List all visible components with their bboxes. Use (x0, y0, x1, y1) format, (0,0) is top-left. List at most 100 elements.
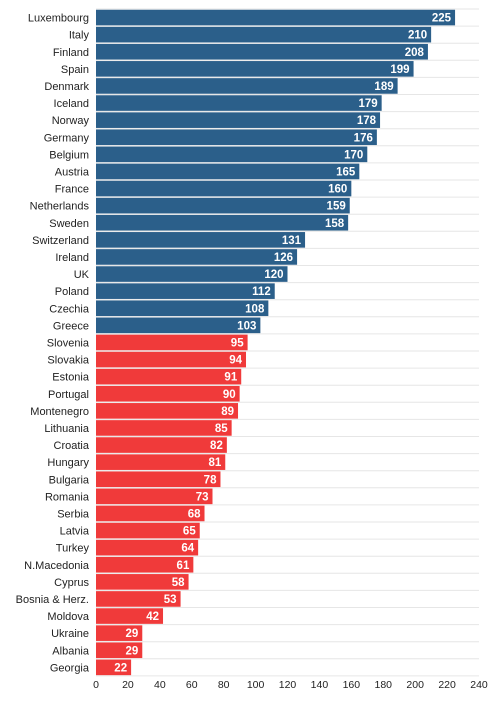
category-label: Sweden (49, 218, 89, 230)
bar-france (96, 180, 352, 197)
value-label: 108 (245, 303, 265, 315)
category-label: Switzerland (32, 235, 89, 247)
x-tick-label: 100 (247, 679, 265, 691)
value-label: 42 (146, 611, 159, 623)
bar-czechia (96, 300, 269, 317)
value-label: 120 (264, 269, 283, 281)
value-label: 85 (215, 423, 228, 435)
bar-finland (96, 43, 428, 60)
value-label: 165 (336, 166, 356, 178)
category-label: Czechia (49, 303, 90, 315)
value-label: 29 (125, 628, 138, 640)
bar-turkey (96, 539, 199, 556)
bar-moldova (96, 608, 164, 624)
value-label: 64 (181, 543, 194, 555)
value-label: 78 (204, 474, 217, 486)
category-label: Italy (69, 30, 90, 42)
value-label: 95 (231, 337, 244, 349)
bar-ukraine (96, 625, 143, 641)
category-label: Cyprus (54, 577, 89, 589)
bar-serbia (96, 505, 205, 522)
category-label: Slovakia (47, 355, 89, 367)
category-label: Greece (53, 320, 89, 332)
category-label: France (55, 184, 89, 196)
category-label: Ukraine (51, 628, 89, 640)
category-label: Slovenia (47, 337, 90, 349)
value-label: 176 (354, 132, 373, 144)
category-label: Hungary (47, 457, 89, 469)
bar-n-macedonia (96, 556, 194, 573)
x-tick-label: 160 (343, 679, 361, 691)
value-label: 68 (188, 508, 201, 520)
category-label: Belgium (49, 149, 89, 161)
value-label: 160 (328, 184, 347, 196)
value-labels: 225 210 208 199 189 179 178 176 170 165 160 159 158 1… (114, 13, 451, 675)
category-label: Germany (44, 132, 90, 144)
value-label: 210 (408, 30, 427, 42)
value-label: 73 (196, 491, 209, 503)
bar-albania (96, 642, 143, 659)
value-label: 53 (164, 594, 177, 606)
bar-uk (96, 266, 288, 282)
bar-estonia (96, 368, 242, 385)
category-label: Albania (52, 645, 90, 657)
category-label: Estonia (52, 372, 90, 384)
category-label: Netherlands (30, 201, 90, 213)
bar-slovakia (96, 351, 247, 368)
value-label: 82 (210, 440, 223, 452)
category-label: Lithuania (44, 423, 90, 435)
bar-slovenia (96, 334, 248, 351)
x-tick-label: 60 (186, 679, 198, 691)
value-label: 90 (223, 389, 236, 401)
x-tick-label: 0 (93, 679, 99, 691)
category-label: Serbia (57, 508, 90, 520)
bar-hungary (96, 454, 226, 470)
value-label: 170 (344, 149, 363, 161)
category-label: Turkey (56, 543, 90, 555)
bar-ireland (96, 249, 298, 265)
category-label: Romania (45, 491, 90, 503)
value-label: 225 (432, 13, 452, 25)
value-label: 179 (358, 98, 377, 110)
category-label: Austria (55, 166, 90, 178)
x-tick-label: 120 (279, 679, 297, 691)
bar-norway (96, 112, 381, 128)
bar-poland (96, 283, 275, 299)
bar-portugal (96, 385, 240, 402)
category-label: Portugal (48, 389, 89, 401)
value-label: 208 (405, 47, 425, 59)
value-label: 103 (237, 320, 256, 332)
bar-luxembourg (96, 9, 456, 26)
bar-belgium (96, 146, 368, 163)
bar-iceland (96, 95, 382, 111)
value-label: 178 (357, 115, 377, 127)
value-label: 22 (114, 662, 127, 674)
category-labels: Luxembourg Italy Finland Spain Denmark Icelan… (16, 13, 90, 675)
value-label: 199 (390, 64, 409, 76)
bar-netherlands (96, 197, 350, 214)
category-label: Ireland (55, 252, 89, 264)
bar-latvia (96, 522, 200, 539)
x-tick-label: 80 (218, 679, 230, 691)
value-label: 29 (125, 645, 138, 657)
category-label: Poland (55, 286, 89, 298)
value-label: 91 (224, 372, 237, 384)
value-label: 94 (229, 355, 242, 367)
bar-lithuania (96, 420, 232, 436)
x-axis-ticks: 0 20 40 60 80 100 120 140 160 180 200 220 240 (93, 679, 488, 691)
x-tick-label: 220 (438, 679, 456, 691)
bar-bosnia-herz- (96, 591, 181, 607)
value-label: 126 (274, 252, 293, 264)
bars (96, 9, 456, 676)
category-label: Bulgaria (49, 474, 90, 486)
value-label: 89 (221, 406, 234, 418)
gridlines (96, 8, 479, 677)
category-label: Luxembourg (28, 13, 89, 25)
bar-greece (96, 317, 261, 334)
category-label: Moldova (47, 611, 89, 623)
category-label: Norway (52, 115, 90, 127)
category-label: Montenegro (30, 406, 89, 418)
value-label: 61 (177, 560, 190, 572)
category-label: Spain (61, 64, 89, 76)
category-label: Denmark (44, 81, 89, 93)
